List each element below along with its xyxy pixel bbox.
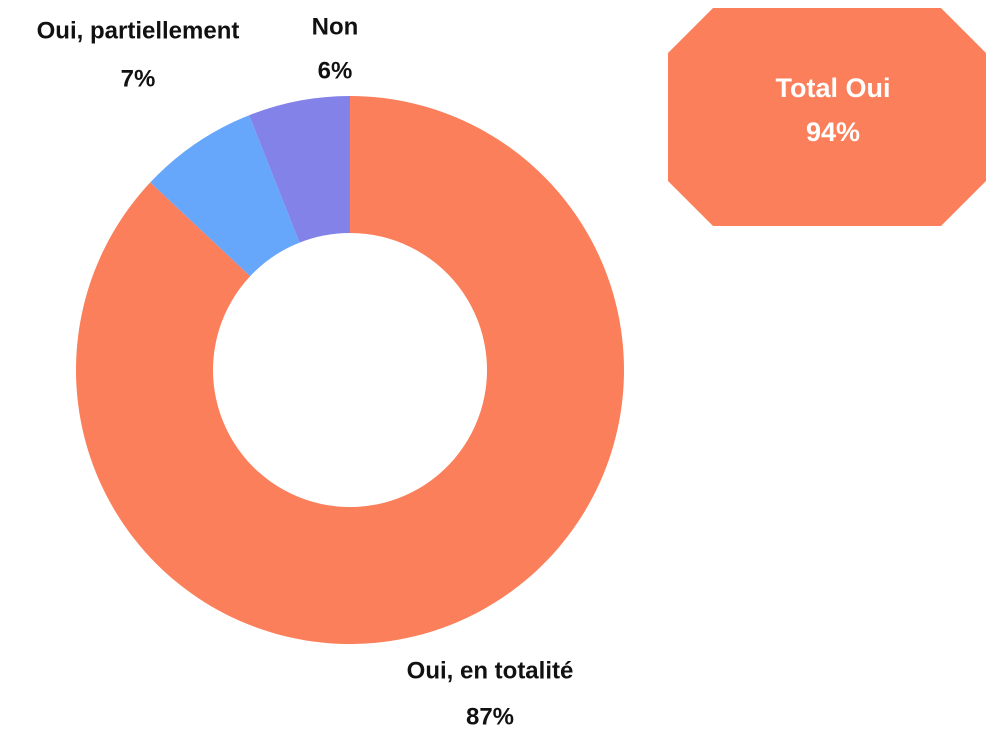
slice-value: 7% [121,65,156,92]
callout: Total Oui 94% [668,8,986,226]
slice-label: Oui, partiellement [37,17,240,44]
callout-box [668,8,986,226]
slice-value: 87% [466,703,514,730]
slice [150,115,300,277]
slice-label: Non [312,13,359,40]
slice [75,96,624,644]
slice-label: Oui, en totalité [407,657,574,684]
slice-value: 6% [318,57,353,84]
slice [249,96,350,243]
callout-value: 94% [806,117,860,147]
callout-title: Total Oui [776,73,891,103]
